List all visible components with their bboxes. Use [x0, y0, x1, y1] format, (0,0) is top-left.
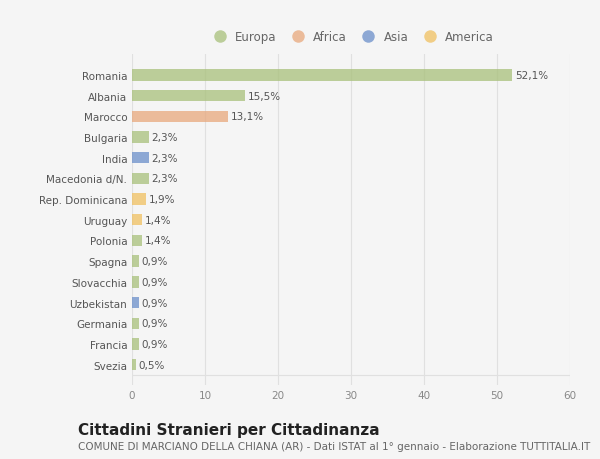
Text: COMUNE DI MARCIANO DELLA CHIANA (AR) - Dati ISTAT al 1° gennaio - Elaborazione T: COMUNE DI MARCIANO DELLA CHIANA (AR) - D… — [78, 441, 590, 451]
Text: 52,1%: 52,1% — [515, 71, 548, 81]
Text: 13,1%: 13,1% — [230, 112, 263, 122]
Bar — [132, 194, 146, 205]
Text: 0,9%: 0,9% — [142, 339, 168, 349]
Bar — [132, 70, 512, 81]
Text: 0,9%: 0,9% — [142, 319, 168, 329]
Text: 2,3%: 2,3% — [152, 174, 178, 184]
Text: 0,9%: 0,9% — [142, 298, 168, 308]
Bar — [132, 235, 142, 246]
Bar — [132, 318, 139, 329]
Text: 2,3%: 2,3% — [152, 153, 178, 163]
Text: 0,5%: 0,5% — [139, 360, 165, 370]
Text: 1,4%: 1,4% — [145, 215, 172, 225]
Bar — [132, 174, 149, 185]
Text: 0,9%: 0,9% — [142, 277, 168, 287]
Bar — [132, 359, 136, 370]
Bar — [132, 256, 139, 267]
Legend: Europa, Africa, Asia, America: Europa, Africa, Asia, America — [208, 31, 494, 44]
Bar — [132, 132, 149, 143]
Bar — [132, 91, 245, 102]
Bar — [132, 297, 139, 308]
Text: 2,3%: 2,3% — [152, 133, 178, 143]
Text: 0,9%: 0,9% — [142, 257, 168, 267]
Text: Cittadini Stranieri per Cittadinanza: Cittadini Stranieri per Cittadinanza — [78, 422, 380, 437]
Bar — [132, 277, 139, 288]
Text: 1,9%: 1,9% — [149, 195, 175, 205]
Text: 1,4%: 1,4% — [145, 236, 172, 246]
Text: 15,5%: 15,5% — [248, 91, 281, 101]
Bar — [132, 153, 149, 164]
Bar — [132, 339, 139, 350]
Bar — [132, 112, 227, 123]
Bar — [132, 215, 142, 226]
